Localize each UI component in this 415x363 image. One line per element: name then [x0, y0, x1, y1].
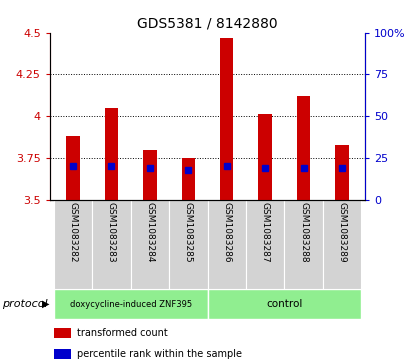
Bar — [54, 289, 208, 319]
Text: GSM1083283: GSM1083283 — [107, 202, 116, 263]
Bar — [297, 96, 310, 200]
Bar — [181, 158, 195, 200]
Bar — [246, 200, 284, 289]
Text: control: control — [266, 299, 303, 309]
Bar — [208, 289, 361, 319]
Bar — [54, 349, 71, 359]
Bar — [220, 38, 234, 200]
Text: GSM1083289: GSM1083289 — [338, 202, 347, 263]
Bar — [169, 200, 208, 289]
Bar — [143, 150, 156, 200]
Text: GSM1083288: GSM1083288 — [299, 202, 308, 263]
Bar — [259, 114, 272, 200]
Text: percentile rank within the sample: percentile rank within the sample — [77, 349, 242, 359]
Bar — [323, 200, 361, 289]
Text: transformed count: transformed count — [77, 328, 168, 338]
Bar — [54, 200, 92, 289]
Bar — [92, 200, 131, 289]
Text: GSM1083286: GSM1083286 — [222, 202, 231, 263]
Bar — [208, 200, 246, 289]
Text: GSM1083284: GSM1083284 — [145, 202, 154, 263]
Text: GSM1083287: GSM1083287 — [261, 202, 270, 263]
Text: protocol: protocol — [2, 299, 48, 309]
Text: doxycycline-induced ZNF395: doxycycline-induced ZNF395 — [69, 299, 192, 309]
Bar — [284, 200, 323, 289]
Bar — [66, 136, 80, 200]
Text: ▶: ▶ — [42, 299, 49, 309]
Title: GDS5381 / 8142880: GDS5381 / 8142880 — [137, 16, 278, 30]
Text: GSM1083285: GSM1083285 — [184, 202, 193, 263]
Text: GSM1083282: GSM1083282 — [68, 202, 77, 263]
Bar — [54, 328, 71, 338]
Bar — [105, 108, 118, 200]
Bar — [335, 144, 349, 200]
Bar — [131, 200, 169, 289]
